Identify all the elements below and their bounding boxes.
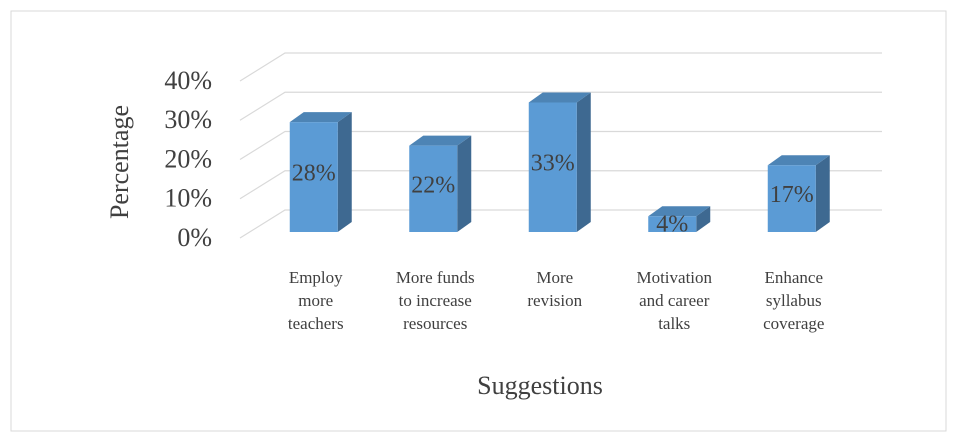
y-tick-label: 10% [164, 184, 212, 213]
bar-side [457, 135, 472, 232]
x-tick-label-line: talks [658, 314, 690, 333]
x-tick-label-line: More funds [396, 268, 475, 287]
bar-front [767, 165, 816, 232]
bar-top [648, 206, 711, 217]
x-tick-label-line: syllabus [766, 291, 822, 310]
bar-side [337, 112, 352, 232]
x-tick-label-line: Motivation [636, 268, 712, 287]
bar-front [289, 122, 338, 232]
bar-top [289, 112, 352, 123]
y-tick-label: 30% [164, 105, 212, 134]
x-tick-label: Motivation and career talks [636, 268, 712, 333]
y-tick-label: 40% [164, 66, 212, 95]
x-tick-label-line: revision [527, 291, 582, 310]
x-tick-label-line: more [298, 291, 333, 310]
x-tick-label-line: to increase [399, 291, 472, 310]
grid-line [239, 52, 882, 82]
y-axis-title: Percentage [105, 105, 134, 219]
x-tick-label-line: coverage [763, 314, 824, 333]
bar-front [648, 216, 697, 232]
x-axis-title: Suggestions [477, 371, 603, 400]
x-tick-label: More funds to increase resources [396, 268, 475, 333]
y-tick-label: 0% [177, 223, 212, 252]
x-tick-label: Employ more teachers [288, 268, 344, 333]
data-label: 28% [292, 161, 336, 187]
data-label: 17% [770, 182, 814, 208]
grid-line [239, 170, 882, 200]
bar [409, 135, 472, 232]
bar-side [815, 155, 830, 232]
x-tick-label-line: teachers [288, 314, 344, 333]
bar-side [576, 92, 591, 232]
bar-top [767, 155, 830, 166]
x-tick-label-line: resources [403, 314, 467, 333]
x-tick-label-line: More [536, 268, 573, 287]
data-label: 22% [411, 172, 455, 198]
grid-line [239, 91, 882, 121]
y-tick-label: 20% [164, 144, 212, 173]
bar-front [528, 102, 577, 232]
grid-line [239, 130, 882, 161]
data-label: 4% [656, 212, 688, 238]
x-tick-label: More revision [527, 268, 582, 310]
bar [289, 112, 352, 232]
x-tick-label-line: Enhance [764, 268, 823, 287]
bar-top [528, 92, 591, 103]
bar [528, 92, 591, 232]
bar-top [409, 135, 472, 146]
bar-side [696, 206, 711, 232]
x-tick-label-line: Employ [289, 268, 343, 287]
bar-front [409, 145, 458, 232]
x-tick-label-line: and career [639, 291, 710, 310]
x-tick-label: Enhance syllabus coverage [763, 268, 824, 333]
bar [767, 155, 830, 232]
data-label: 33% [531, 151, 575, 177]
bar [648, 206, 711, 232]
